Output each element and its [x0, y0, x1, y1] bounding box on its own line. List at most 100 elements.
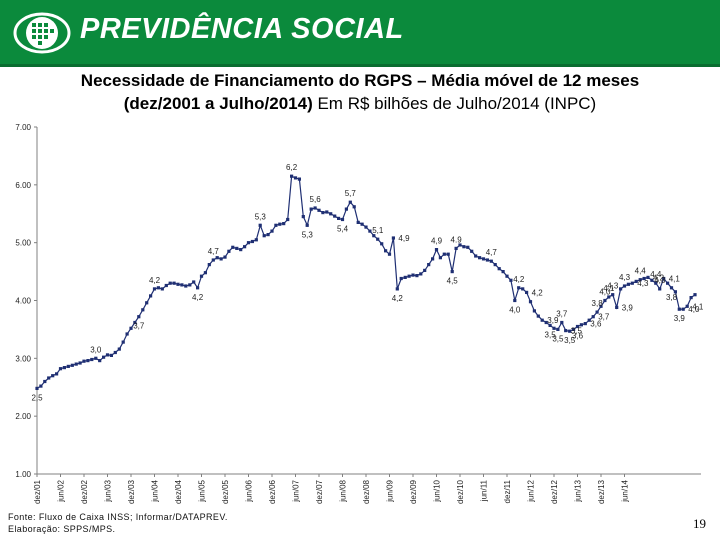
data-point: [685, 304, 689, 308]
data-point: [591, 315, 595, 319]
data-point: [521, 287, 525, 291]
data-label: 3,7: [133, 322, 145, 331]
data-label: 4.9: [451, 235, 463, 244]
data-point: [129, 326, 133, 330]
data-label: 6,2: [286, 163, 298, 172]
data-label: 4,4: [650, 270, 662, 279]
data-point: [532, 309, 536, 313]
x-tick-label: dez/10: [456, 479, 465, 504]
data-point: [438, 256, 442, 260]
x-tick-label: dez/12: [550, 479, 559, 504]
data-point: [282, 222, 286, 226]
data-label: 4,2: [192, 293, 204, 302]
data-label: 5,7: [345, 189, 357, 198]
data-point: [137, 315, 141, 319]
data-point: [35, 386, 39, 390]
data-point: [681, 307, 685, 311]
data-label: 4,5: [447, 277, 459, 286]
data-point: [86, 359, 90, 363]
data-point: [239, 248, 243, 252]
data-point: [662, 276, 666, 281]
data-label: 4,3: [607, 282, 619, 291]
data-point: [109, 353, 113, 357]
data-point: [528, 300, 533, 304]
data-point: [560, 320, 564, 325]
x-tick-label: dez/13: [597, 479, 606, 504]
data-label: 3,7: [598, 313, 610, 322]
data-point: [450, 270, 454, 274]
data-point: [196, 286, 200, 290]
x-tick-label: jun/04: [151, 479, 160, 502]
x-tick-label: dez/09: [409, 479, 418, 504]
data-point: [199, 274, 204, 278]
data-point: [301, 215, 305, 219]
data-point: [673, 290, 677, 294]
data-point: [525, 290, 529, 294]
data-point: [145, 301, 149, 305]
x-tick-label: jun/05: [198, 479, 207, 502]
data-point: [552, 326, 556, 330]
x-tick-label: jun/14: [621, 479, 630, 502]
data-label: 3,9: [622, 303, 634, 312]
elaboration-text: Elaboração: SPPS/MPS.: [8, 524, 116, 534]
data-point: [407, 274, 411, 278]
data-point: [172, 281, 176, 285]
data-point: [309, 207, 313, 211]
data-point: [141, 308, 145, 312]
y-tick-label: 4.00: [15, 297, 31, 306]
data-point: [231, 245, 235, 249]
data-point: [164, 283, 168, 288]
data-point: [431, 257, 435, 261]
y-tick-label: 3.00: [15, 354, 31, 363]
data-label: 4,3: [654, 276, 666, 285]
data-point: [74, 362, 78, 366]
data-label: 5,6: [310, 195, 322, 204]
data-point: [677, 307, 681, 311]
data-point: [485, 258, 489, 262]
data-point: [90, 357, 94, 362]
data-point: [427, 263, 431, 267]
data-point: [509, 278, 513, 282]
data-point: [501, 270, 505, 274]
data-label: 4,7: [208, 247, 220, 256]
data-point: [117, 347, 121, 351]
data-point: [207, 263, 211, 267]
data-point: [622, 284, 627, 288]
data-point: [603, 298, 607, 303]
data-point: [474, 254, 478, 258]
data-label: 4,1: [603, 284, 615, 293]
data-point: [497, 267, 501, 271]
data-point: [415, 274, 419, 278]
data-label: 4,7: [486, 248, 498, 257]
data-label: 4,9: [431, 237, 443, 246]
data-point: [192, 280, 196, 284]
x-tick-label: jun/02: [57, 479, 66, 502]
chart-title-units: Em R$ bilhões de Julho/2014 (INPC): [312, 94, 597, 113]
data-point: [274, 223, 278, 227]
data-label: 4,0: [688, 305, 700, 314]
y-tick-label: 1.00: [15, 470, 31, 479]
data-point: [403, 275, 407, 279]
data-point: [211, 258, 215, 262]
data-point: [587, 318, 591, 322]
chart-title-line2: (dez/2001 a Julho/2014) Em R$ bilhões de…: [0, 94, 720, 114]
data-point: [384, 249, 388, 253]
data-point: [376, 237, 380, 241]
data-label: 4,3: [637, 279, 649, 288]
data-point: [286, 217, 290, 222]
data-point: [184, 284, 188, 288]
data-point: [544, 320, 548, 325]
data-label: 3,6: [572, 332, 584, 341]
data-label: 2,5: [31, 393, 43, 402]
brand-title: PREVIDÊNCIA SOCIAL: [80, 13, 404, 45]
data-label: 3,5: [571, 327, 583, 336]
data-point: [395, 287, 399, 291]
data-point: [133, 320, 137, 325]
data-point: [364, 225, 368, 229]
data-point: [348, 200, 352, 204]
data-point: [78, 361, 82, 365]
data-point: [223, 255, 227, 259]
data-point: [489, 259, 493, 263]
data-point: [434, 248, 439, 252]
data-point: [180, 283, 184, 287]
